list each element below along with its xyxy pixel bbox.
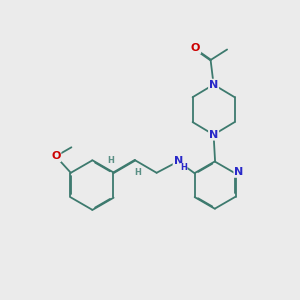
Text: H: H: [135, 168, 141, 177]
Text: N: N: [234, 167, 244, 177]
Text: O: O: [191, 43, 200, 53]
Text: N: N: [174, 156, 183, 167]
Text: O: O: [51, 151, 61, 161]
Text: N: N: [209, 130, 218, 140]
Text: H: H: [180, 164, 187, 172]
Text: H: H: [108, 156, 114, 165]
Text: N: N: [209, 80, 218, 90]
